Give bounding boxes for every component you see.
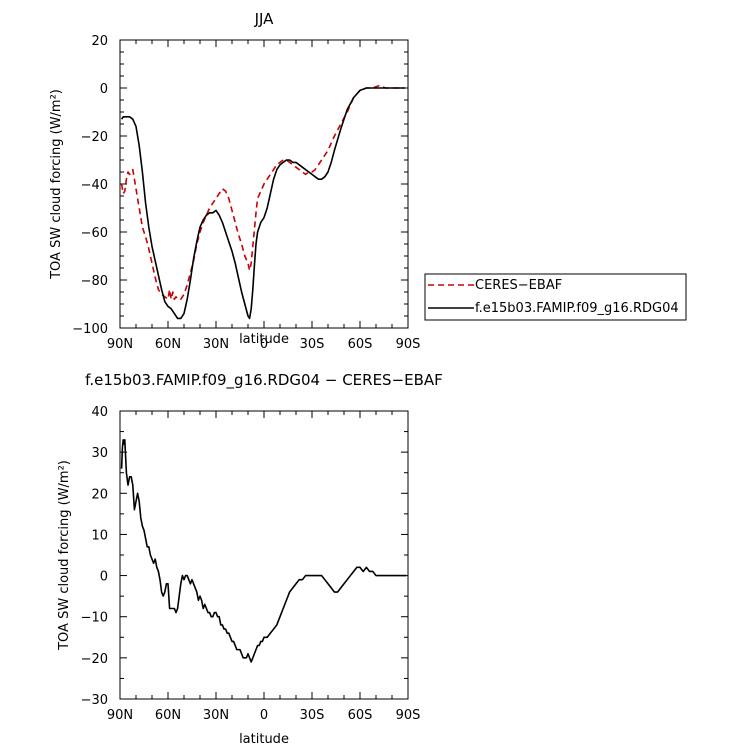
top-series-line-0	[120, 84, 405, 300]
bottom-x-tick-label: 30N	[203, 708, 229, 723]
bottom-axis-ticks: 90N 60N 30N 0 30S 60S 90S 40 30 20 10 0 −10 −20 −30	[81, 405, 421, 723]
top-x-axis-label: latitude	[239, 332, 289, 347]
bottom-panel: f.e15b03.FAMIP.f09_g16.RDG04 − CERES−EBA…	[57, 371, 443, 747]
bottom-y-tick-label: 30	[91, 446, 108, 461]
legend-box	[424, 273, 687, 321]
top-x-tick-label: 90N	[107, 337, 133, 352]
top-axis-ticks: 90N 60N 30N 0 30S 60S 90S 20 0 −20 −40 −60 −80 −100	[72, 34, 420, 352]
top-chart-title: JJA	[254, 10, 275, 28]
top-y-axis-label: TOA SW cloud forcing (W/m²)	[49, 89, 64, 280]
bottom-x-tick-label: 30S	[300, 708, 325, 723]
bottom-y-axis-label: TOA SW cloud forcing (W/m²)	[57, 460, 72, 651]
top-y-tick-label: 20	[91, 34, 108, 49]
top-x-tick-label: 0	[260, 337, 268, 352]
top-y-tick-label: −40	[81, 178, 108, 193]
top-plot-frame	[119, 39, 409, 329]
bottom-y-tick-label: 10	[91, 528, 108, 543]
bottom-x-tick-label: 60N	[155, 708, 181, 723]
bottom-y-tick-label: 20	[91, 487, 108, 502]
bottom-chart-title: f.e15b03.FAMIP.f09_g16.RDG04 − CERES−EBA…	[85, 371, 443, 390]
top-x-tick-label: 90S	[396, 337, 421, 352]
top-y-tick-label: −100	[72, 322, 108, 337]
top-y-tick-label: −60	[81, 226, 108, 241]
legend: CERES−EBAF f.e15b03.FAMIP.f09_g16.RDG04	[424, 273, 687, 321]
bottom-y-tick-label: −30	[81, 693, 108, 708]
bottom-y-tick-label: −20	[81, 652, 108, 667]
bottom-y-tick-label: −10	[81, 611, 108, 626]
top-x-tick-label: 30S	[300, 337, 325, 352]
bottom-x-tick-label: 90N	[107, 708, 133, 723]
bottom-y-tick-label: 40	[91, 405, 108, 420]
legend-label-ceres: CERES−EBAF	[475, 278, 562, 293]
top-panel: JJA TOA SW cloud forcing (W/m²) latitude…	[49, 10, 420, 352]
legend-label-model: f.e15b03.FAMIP.f09_g16.RDG04	[475, 301, 679, 316]
bottom-series-lines	[120, 439, 407, 663]
bottom-x-axis-label: latitude	[239, 732, 289, 747]
top-series-line-1	[120, 87, 405, 320]
bottom-y-tick-label: 0	[100, 570, 108, 585]
top-x-tick-label: 30N	[203, 337, 229, 352]
bottom-series-line-0	[120, 439, 407, 663]
bottom-plot-frame	[119, 410, 409, 700]
top-y-tick-label: 0	[100, 82, 108, 97]
bottom-x-tick-label: 90S	[396, 708, 421, 723]
bottom-x-tick-label: 60S	[348, 708, 373, 723]
top-series-lines	[120, 84, 405, 320]
top-y-tick-label: −20	[81, 130, 108, 145]
top-x-tick-label: 60N	[155, 337, 181, 352]
top-x-tick-label: 60S	[348, 337, 373, 352]
top-y-tick-label: −80	[81, 274, 108, 289]
bottom-x-tick-label: 0	[260, 708, 268, 723]
